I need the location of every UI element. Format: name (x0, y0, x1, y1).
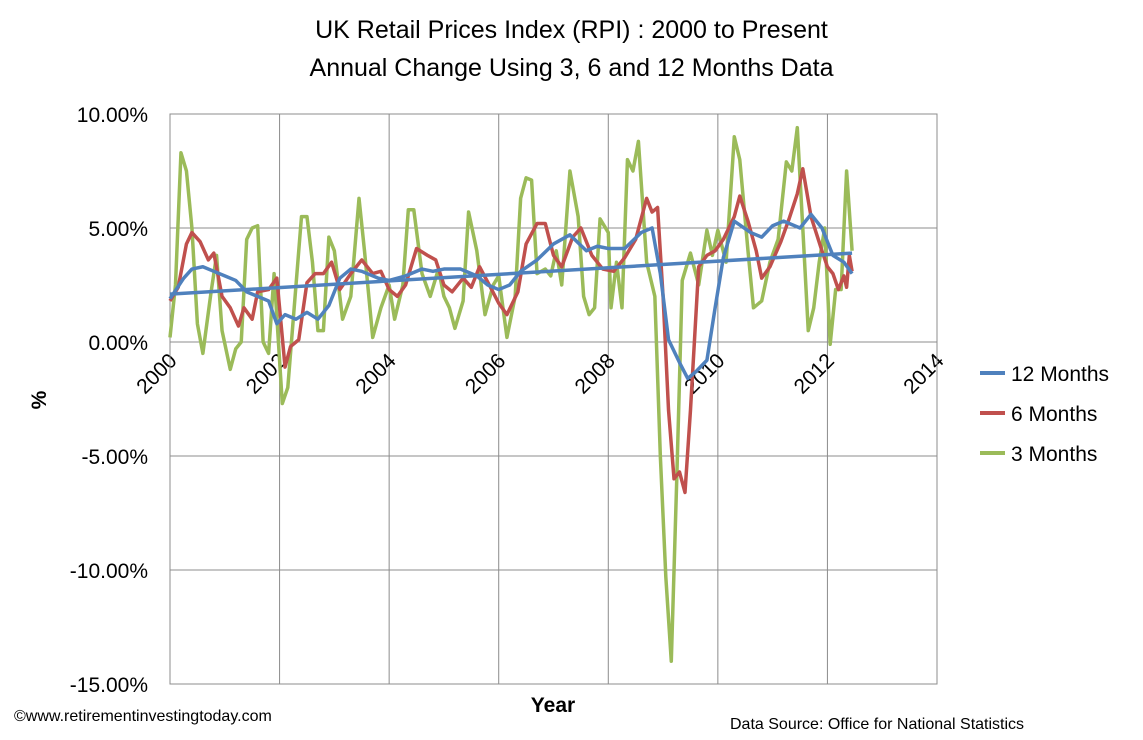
y-tick-label: 5.00% (88, 218, 148, 241)
legend-label: 6 Months (1011, 403, 1097, 426)
series-line-12-months (168, 212, 854, 381)
y-axis-label: % (28, 390, 51, 409)
x-tick-label: 2008 (571, 349, 620, 398)
chart-subtitle: Annual Change Using 3, 6 and 12 Months D… (309, 54, 834, 82)
x-tick-label: 2004 (351, 349, 401, 399)
x-tick-label: 2000 (132, 349, 181, 398)
data-source-text: Data Source: Office for National Statist… (730, 716, 1025, 733)
y-tick-label: 0.00% (88, 332, 148, 355)
series-line-6-months (168, 166, 854, 495)
x-tick-label: 2012 (790, 349, 839, 398)
series-line-3-months (168, 125, 854, 663)
plot-area-border (169, 113, 938, 685)
x-tick-label: 2014 (899, 349, 949, 399)
x-axis-label: Year (531, 694, 575, 717)
chart-title: UK Retail Prices Index (RPI) : 2000 to P… (315, 16, 828, 44)
x-tick-label: 2006 (461, 349, 510, 398)
y-tick-label: -15.00% (70, 674, 148, 697)
y-tick-label: -5.00% (81, 446, 148, 469)
trendline (169, 251, 853, 296)
legend-label: 12 Months (1011, 363, 1109, 386)
legend-label: 3 Months (1011, 443, 1097, 466)
x-tick-label: 2010 (680, 349, 729, 398)
y-tick-label: 10.00% (77, 104, 148, 127)
copyright-text: ©www.retirementinvestingtoday.com (14, 708, 272, 725)
y-tick-label: -10.00% (70, 560, 148, 583)
